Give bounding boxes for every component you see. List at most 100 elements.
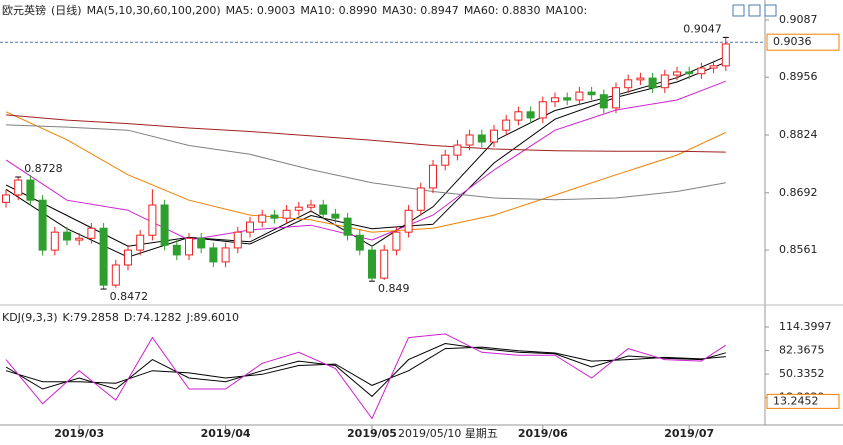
candle-body	[490, 129, 498, 143]
candle-body	[575, 91, 584, 101]
legend-entry: MA60: 0.8830	[464, 4, 541, 17]
candle-body	[636, 77, 645, 81]
cursor-date-box	[396, 426, 508, 442]
candle-body	[551, 97, 559, 103]
candle-body	[233, 231, 242, 249]
y-tick-label: 0.8692	[779, 186, 818, 199]
y-tick-label: 0.8956	[779, 70, 818, 83]
candle-body	[270, 214, 279, 219]
x-tick-label: 2019/07	[664, 427, 714, 440]
candle-body	[368, 249, 376, 279]
x-tick-label: 2019/03	[54, 427, 104, 440]
candle-body	[502, 119, 511, 131]
y-tick-label: 50.3352	[779, 367, 825, 380]
candle-body	[538, 101, 547, 119]
candle-body	[453, 144, 462, 156]
candle-body	[563, 97, 572, 101]
period: (日线)	[51, 3, 82, 17]
cursor-date: 2019/05/10 星期五	[398, 427, 498, 440]
candle-body	[380, 249, 389, 279]
symbol: 欧元英镑	[2, 3, 46, 17]
cursor-price-label: 0.9036	[773, 35, 812, 48]
candle-body	[343, 217, 352, 236]
line	[5, 114, 726, 153]
candle-body	[465, 134, 474, 146]
candle-body	[148, 204, 157, 236]
legend-entry: J:89.6010	[186, 311, 239, 324]
candle-body	[648, 77, 657, 89]
indicator-title: KDJ(9,3,3)	[2, 311, 58, 324]
x-tick-label: 2019/05	[347, 427, 397, 440]
candle-body	[14, 179, 23, 196]
annotation-label: 0.8472	[110, 290, 149, 303]
candle-body	[38, 199, 47, 251]
candle-body	[514, 111, 523, 121]
line	[5, 124, 726, 201]
candle-body	[697, 67, 706, 75]
candle-body	[221, 247, 230, 263]
candle-body	[136, 234, 145, 251]
candle-body	[477, 134, 486, 143]
candle-body	[172, 244, 181, 256]
candle-body	[441, 154, 450, 166]
candle-body	[587, 91, 596, 96]
candle-body	[99, 227, 108, 286]
y-tick-label: 0.8824	[779, 128, 818, 141]
tool-button[interactable]	[764, 4, 777, 17]
cursor-value-box	[766, 393, 840, 409]
candle-body	[660, 74, 669, 89]
candle-body	[2, 194, 10, 203]
y-tick-label: 0.8561	[779, 243, 818, 256]
tool-button[interactable]	[732, 4, 745, 17]
legend-entry: D:74.1282	[124, 311, 182, 324]
line	[5, 111, 727, 233]
tool-button[interactable]	[748, 4, 761, 17]
candle-body	[294, 206, 303, 211]
candle-body	[709, 65, 718, 69]
candle-body	[124, 249, 132, 266]
candle-body	[331, 213, 340, 219]
candle-body	[258, 214, 267, 223]
x-tick-label: 2019/04	[201, 427, 251, 440]
annotation-label: 0.849	[378, 282, 410, 295]
candle-body	[282, 209, 291, 219]
candle-body	[185, 237, 193, 256]
candle-body	[75, 237, 84, 241]
candle-body	[404, 209, 413, 233]
candle-body	[599, 94, 608, 109]
candle-body	[526, 111, 535, 119]
candle-body	[721, 43, 730, 67]
candle-body	[685, 71, 694, 75]
toolbar[interactable]	[732, 4, 777, 17]
candle-body	[612, 87, 620, 109]
candle-body	[50, 231, 59, 251]
candle-body	[111, 264, 120, 286]
y-tick-label: 114.3997	[779, 320, 832, 333]
legend-entry: MA10: 0.8990	[300, 4, 377, 17]
candle-body	[319, 204, 328, 215]
candle-body	[392, 231, 401, 251]
candle-body	[429, 164, 437, 189]
candle-body	[87, 227, 96, 239]
candle-body	[197, 237, 206, 249]
candle-body	[355, 234, 364, 251]
candle-body	[246, 221, 254, 233]
candle-body	[307, 204, 315, 208]
candle-body	[624, 79, 633, 89]
candle-body	[160, 204, 169, 246]
legend-entry: MA30: 0.8947	[382, 4, 459, 17]
ma-params: MA(5,10,30,60,100,200)	[87, 4, 221, 17]
y-tick-label: 82.3675	[779, 344, 825, 357]
legend-entry: MA5: 0.9003	[226, 4, 296, 17]
candle-body	[416, 187, 425, 211]
y-tick-label: 0.9087	[779, 13, 818, 26]
x-tick-label: 2019/06	[518, 427, 568, 440]
cursor-value-label: 13.2452	[773, 394, 819, 407]
cursor-price-box	[766, 33, 840, 51]
legend-entry: K:79.2858	[63, 311, 119, 324]
candle-body	[26, 179, 35, 201]
annotation-label: 0.8728	[24, 162, 63, 175]
legend-entry: MA100:	[546, 4, 588, 17]
candle-body	[63, 231, 71, 241]
line	[5, 333, 727, 420]
